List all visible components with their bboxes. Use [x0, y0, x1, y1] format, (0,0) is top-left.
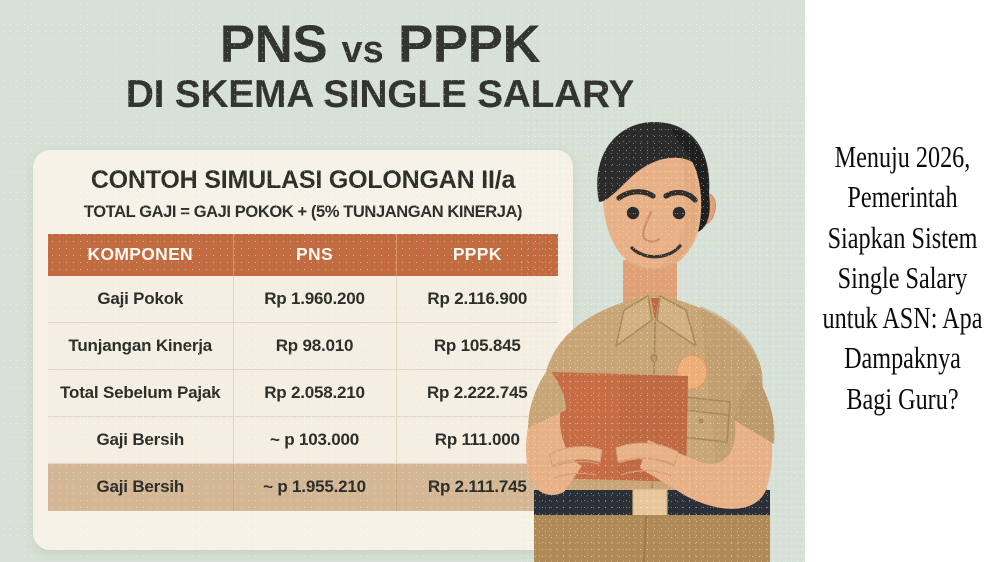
table-header-row: KOMPONEN PNS PPPK: [48, 233, 558, 276]
headline-line: Menuju 2026,: [834, 138, 971, 174]
card-subtitle: TOTAL GAJI = GAJI POKOK + (5% TUNJANGAN …: [83, 202, 523, 221]
table-cell-component: Gaji Bersih: [48, 416, 234, 464]
headline-line: Pemerintah: [847, 179, 958, 215]
title-pns: PNS: [219, 15, 328, 74]
table-cell-pns: ~ p 1.955.210: [233, 463, 397, 511]
table-cell-pns: Rp 2.058.210: [233, 369, 397, 417]
table-row: Gaji Bersih ~ p 103.000 Rp 111.000: [48, 416, 558, 464]
title-pppk: PPPK: [397, 15, 541, 74]
table-body: Gaji Pokok Rp 1.960.200 Rp 2.116.900 Tunjan…: [48, 275, 558, 511]
headline-line: untuk ASN: Apa: [822, 300, 983, 336]
table-cell-component: Gaji Bersih: [48, 463, 234, 511]
headline-line: Bagi Guru?: [846, 380, 959, 416]
infographic-canvas: PNS vs PPPK DI SKEMA SINGLE SALARY CONTO…: [0, 0, 805, 562]
civil-servant-illustration: [520, 110, 805, 562]
headline-line: Dampaknya: [844, 340, 961, 376]
table-cell-pns: Rp 98.010: [233, 322, 397, 370]
table-cell-component: Gaji Pokok: [48, 275, 234, 323]
headline-panel: Menuju 2026, Pemerintah Siapkan Sistem Sing…: [805, 0, 1000, 562]
headline-text: Menuju 2026, Pemerintah Siapkan Sistem Sing…: [823, 137, 983, 425]
salary-comparison-table: KOMPONEN PNS PPPK Gaji Pokok Rp 1.960.200…: [48, 233, 558, 511]
title-vs: vs: [341, 29, 384, 71]
card-title: CONTOH SIMULASI GOLONGAN II/a: [90, 166, 516, 194]
table-cell-component: Tunjangan Kinerja: [48, 322, 234, 370]
title-line-2: DI SKEMA SINGLE SALARY: [125, 73, 635, 116]
table-row: Total Sebelum Pajak Rp 2.058.210 Rp 2.222.…: [48, 369, 558, 417]
table-cell-pns: Rp 1.960.200: [233, 275, 397, 323]
headline-line: Single Salary: [837, 259, 968, 295]
table-header-komponen: KOMPONEN: [48, 233, 234, 276]
table-row: Gaji Bersih ~ p 1.955.210 Rp 2.111.745: [48, 463, 558, 511]
table-header-pns: PNS: [233, 233, 397, 276]
headline-line: Siapkan Sistem: [827, 219, 978, 255]
simulation-card: CONTOH SIMULASI GOLONGAN II/a TOTAL GAJI…: [33, 150, 573, 550]
table-row: Tunjangan Kinerja Rp 98.010 Rp 105.845: [48, 322, 558, 370]
title-line-1: PNS vs PPPK: [0, 18, 760, 71]
table-cell-pns: ~ p 103.000: [233, 416, 397, 464]
table-row: Gaji Pokok Rp 1.960.200 Rp 2.116.900: [48, 275, 558, 323]
table-cell-component: Total Sebelum Pajak: [48, 369, 234, 417]
title-block: PNS vs PPPK DI SKEMA SINGLE SALARY: [0, 18, 760, 114]
